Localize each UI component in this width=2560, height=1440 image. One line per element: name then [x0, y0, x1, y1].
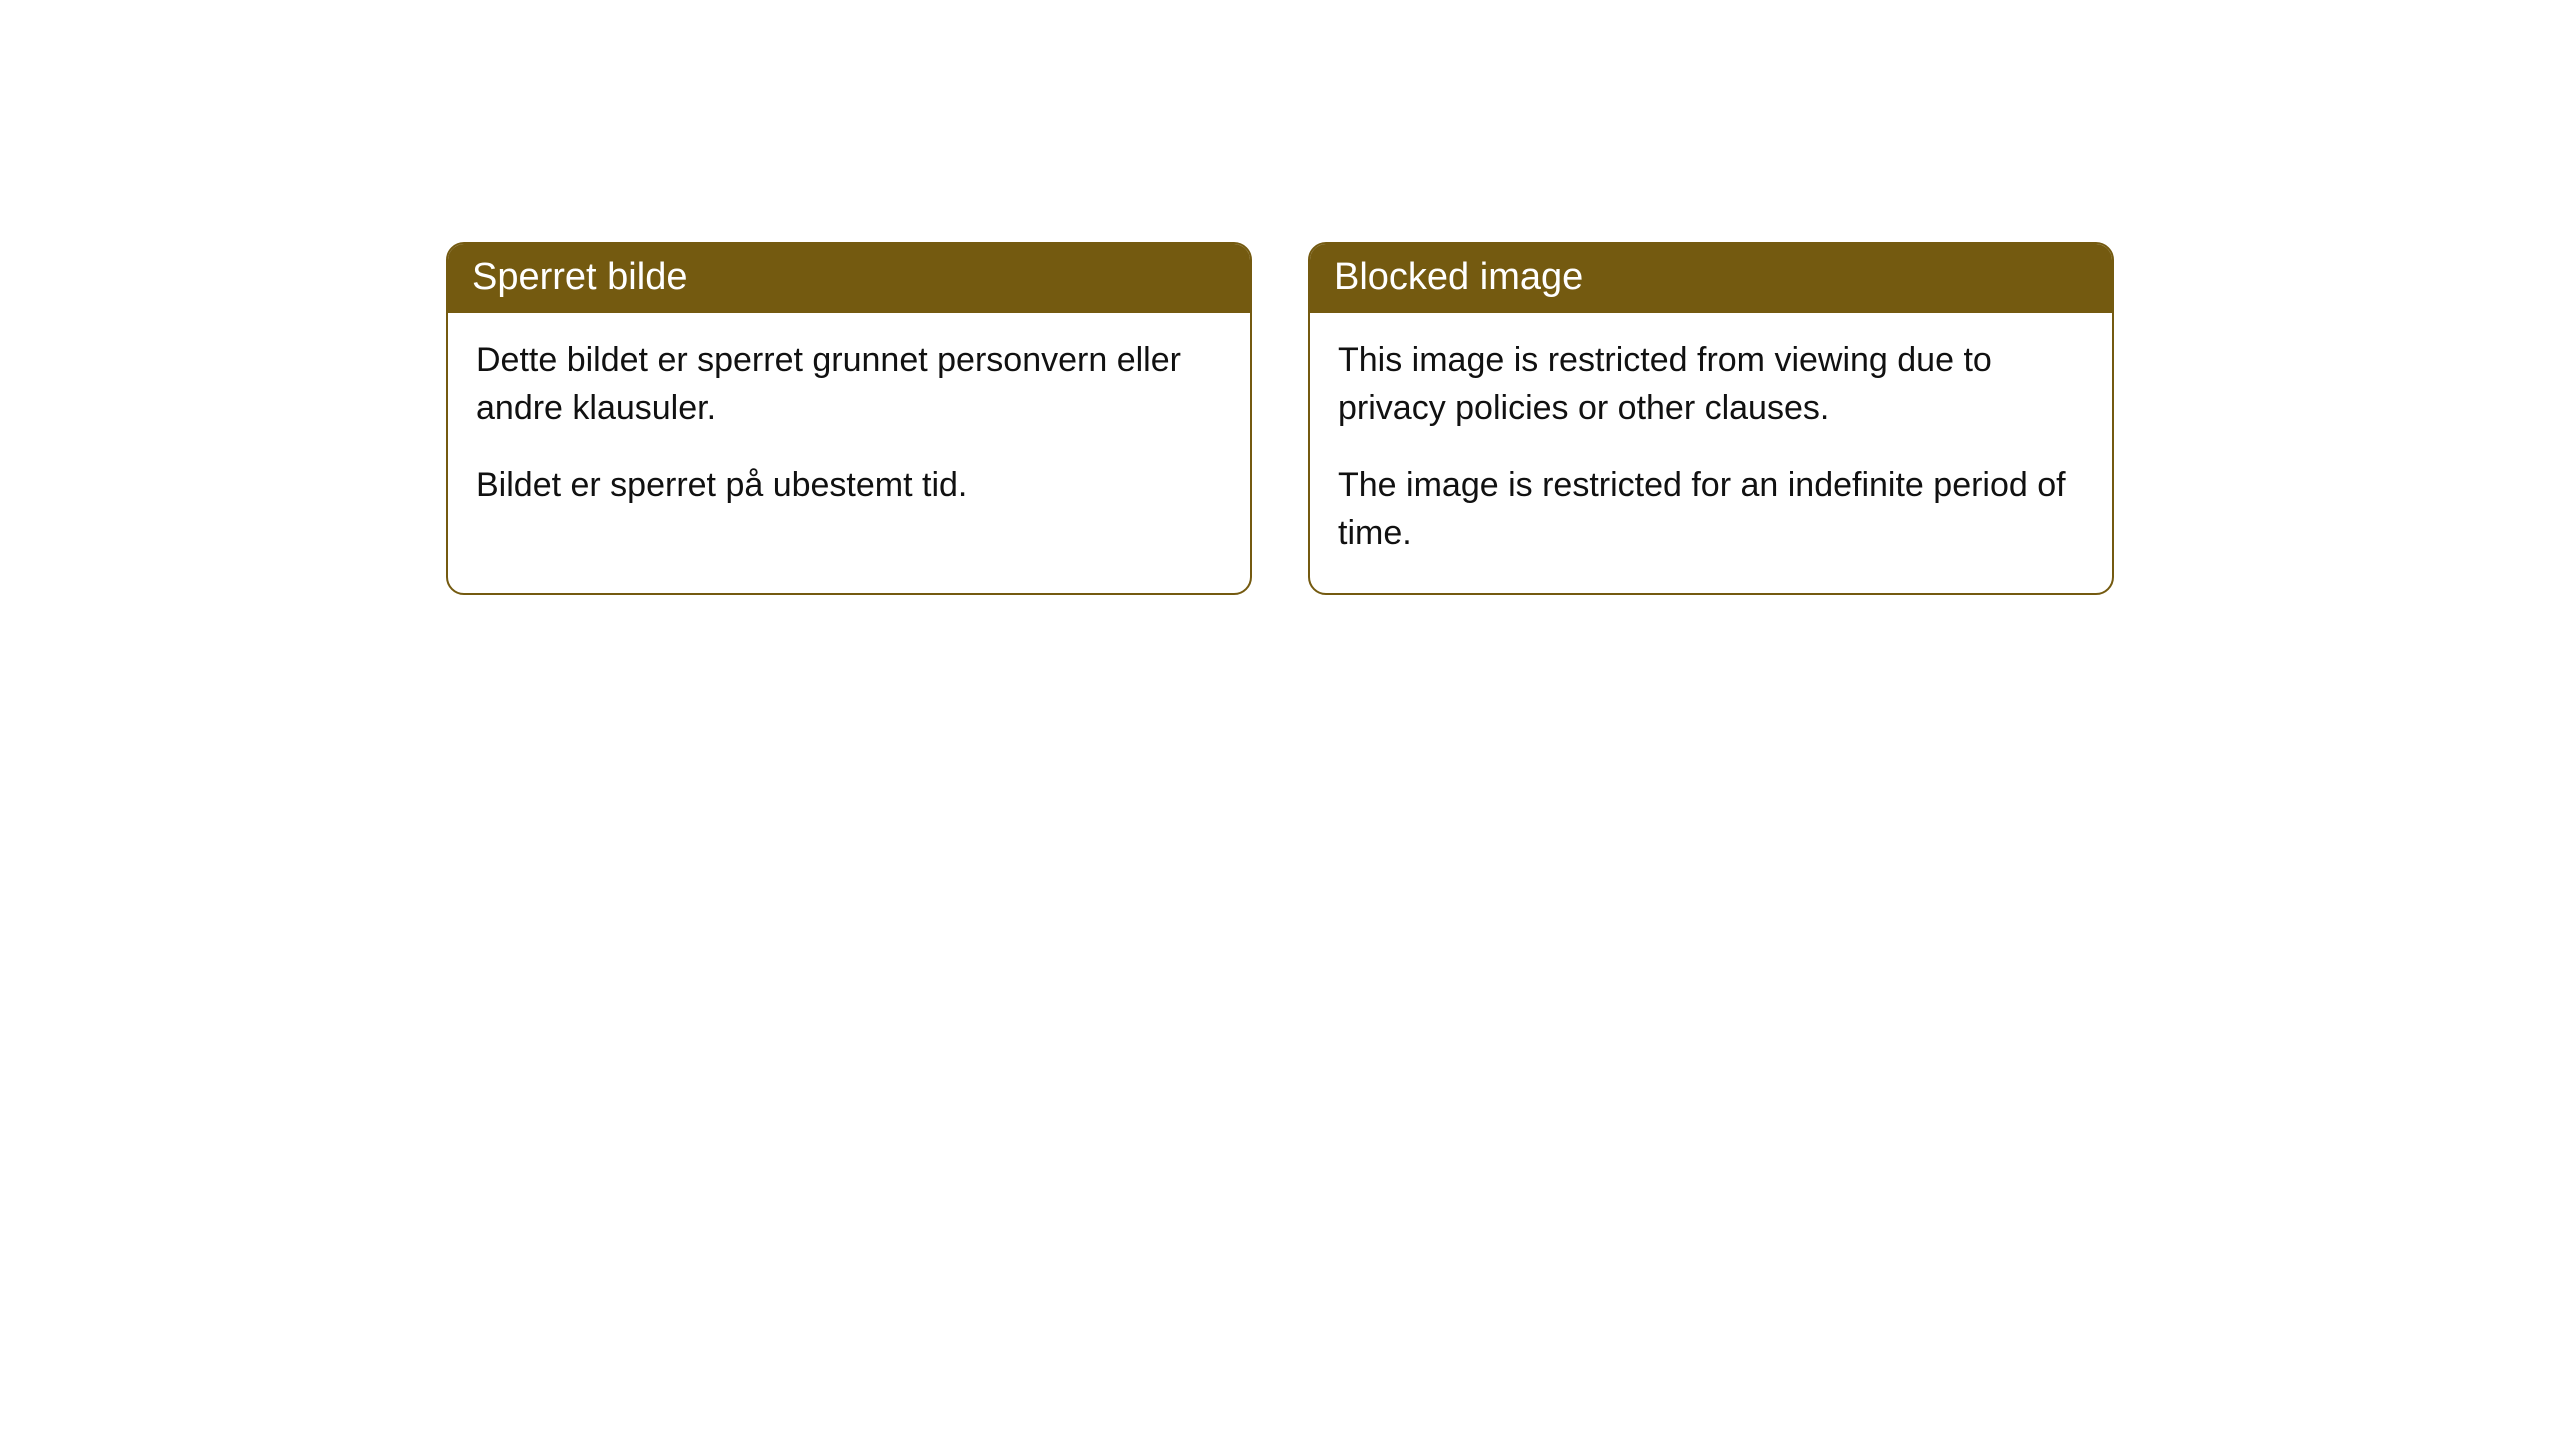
cards-container: Sperret bilde Dette bildet er sperret gr…	[0, 0, 2560, 595]
card-header: Sperret bilde	[448, 244, 1250, 313]
card-body: This image is restricted from viewing du…	[1310, 313, 2112, 593]
card-body: Dette bildet er sperret grunnet personve…	[448, 313, 1250, 546]
card-header: Blocked image	[1310, 244, 2112, 313]
card-paragraph: Dette bildet er sperret grunnet personve…	[476, 337, 1222, 432]
card-paragraph: Bildet er sperret på ubestemt tid.	[476, 462, 1222, 510]
blocked-image-card-no: Sperret bilde Dette bildet er sperret gr…	[446, 242, 1252, 595]
blocked-image-card-en: Blocked image This image is restricted f…	[1308, 242, 2114, 595]
card-paragraph: The image is restricted for an indefinit…	[1338, 462, 2084, 557]
card-paragraph: This image is restricted from viewing du…	[1338, 337, 2084, 432]
